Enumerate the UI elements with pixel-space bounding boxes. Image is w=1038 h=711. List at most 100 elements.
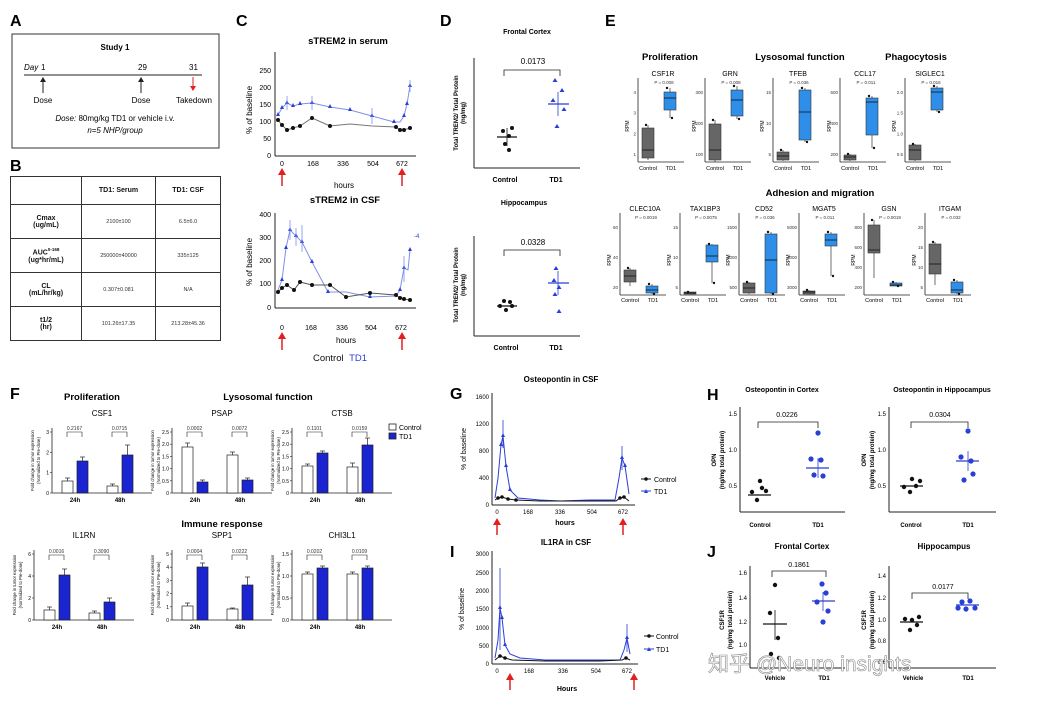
j-hc-pvalue: 0.0177 (932, 584, 954, 591)
pk-header-csf: TD1: CSF (155, 176, 221, 205)
e-ytick: 10 (918, 265, 924, 270)
g-xtick: 336 (555, 510, 566, 516)
f-pvalue-48h: 0.0072 (232, 426, 248, 432)
f-bar-td1 (196, 481, 209, 494)
e-ytick: 60 (613, 225, 619, 230)
f-bar-control (181, 446, 194, 494)
e-ytick: 3 (633, 111, 636, 116)
day-1: 1 (41, 63, 46, 72)
f-ylabel: Fold change in tumor expression (270, 429, 275, 490)
e-box-td1 (798, 89, 812, 141)
c-csf-ytick: 0 (267, 305, 271, 312)
h-hippo-ytick: 0.5 (878, 484, 887, 490)
c-csf-ytick: 200 (259, 258, 271, 265)
c-serum-ytick: 150 (259, 102, 271, 109)
i-legend-control: Control (656, 634, 679, 641)
c-csf-ytick: 300 (259, 235, 271, 242)
panel-letter-a: A (10, 13, 22, 30)
f-xcat-24h: 24h (52, 625, 63, 631)
f-bar-control (346, 466, 359, 494)
e-box-td1 (730, 89, 744, 117)
e-xcat-td1: TD1 (868, 166, 878, 172)
j-hc-ytick: 1.0 (878, 618, 887, 624)
j-hc-ytick: 1.4 (878, 574, 887, 580)
i-td1-series (494, 568, 631, 661)
c-serum-xtick: 672 (396, 161, 408, 168)
day-31: 31 (189, 63, 198, 72)
pk-cell: 2100±100 (80, 204, 157, 239)
e-box-td1 (663, 91, 677, 111)
f-ytick: 0 (286, 491, 289, 497)
f-ylabel: Fold change in tumor expression (150, 429, 155, 490)
f-bar-td1 (361, 444, 374, 494)
e-ytick: 200 (695, 121, 703, 126)
e-box-control (641, 127, 655, 159)
d-fc-title: Frontal Cortex (503, 29, 551, 36)
f-bar-control (106, 485, 119, 494)
j-fc-ytick: 1.4 (739, 596, 748, 602)
g-xtick: 0 (495, 510, 499, 516)
c-csf-xtick: 0 (280, 325, 284, 332)
e-ytick: 15 (766, 90, 772, 95)
f-bar-control (43, 609, 56, 621)
f-xcat-24h: 24h (190, 625, 201, 631)
e-xcat-control: Control (681, 298, 699, 304)
f-chart-psap: PSAP 2.5 2.0 1.5 1.0 0.5 0 Fold change in tumor… (150, 409, 272, 504)
chart-h-cortex: Osteopontin in Cortex 0.5 1.0 1.5 OPN (n… (712, 387, 845, 529)
e-gene-name: TAX1BP3 (690, 206, 720, 213)
j-hc-ylabel2: (ng/mg total protein) (870, 591, 876, 649)
f-ytick: 3 (46, 430, 49, 436)
g-ytick: 1600 (476, 395, 490, 401)
h-cortex-xcat-control: Control (749, 523, 771, 529)
f-pvalue-48h: 0.0222 (232, 549, 248, 555)
e-ytick: 5 (768, 152, 771, 157)
e-ytick: 20 (613, 285, 619, 290)
f-xcat-24h: 24h (190, 498, 201, 504)
g-control-series (494, 495, 630, 502)
e-ytick: 2.0 (897, 90, 904, 95)
f-legend-td1: TD1 (399, 434, 412, 441)
chart-c-csf: sTREM2 in CSF 0 100 200 300 400 % of bas… (245, 195, 420, 364)
event-takedown: Takedown (176, 96, 212, 105)
f-bar-control (226, 454, 239, 494)
e-xcat-control: Control (906, 166, 924, 172)
c-serum-xlabel: hours (334, 181, 354, 190)
f-ylabel: Fold change in tumor expression (150, 554, 155, 615)
e-xcat-control: Control (865, 298, 883, 304)
c-serum-ytick: 0 (267, 153, 271, 160)
e-ytick: 10 (766, 121, 772, 126)
f-bar-control (181, 605, 194, 621)
e-xcat-control: Control (774, 166, 792, 172)
j-hc-xcat-vehicle: Vehicle (903, 676, 924, 682)
e-ytick: 1000 (727, 255, 738, 260)
c-csf-xtick: 504 (365, 325, 377, 332)
i-xtick: 504 (591, 669, 602, 675)
j-hc-ytick: 1.2 (878, 596, 887, 602)
pk-row-name: CL (41, 282, 51, 290)
f-xcat-48h: 48h (235, 625, 246, 631)
e-ylabel: RPM (607, 254, 613, 265)
j-fc-control-points (763, 582, 787, 661)
e-boxplot-ccl17: CCL17 P = 0.011 RPM 600 400 200 Control TD1 (827, 71, 886, 172)
f-ytick: 2.5 (162, 430, 169, 436)
g-ytick: 400 (479, 476, 490, 482)
f-xcat-24h: 24h (70, 498, 81, 504)
e-boxplot-mgat5: MGAT5 P = 0.011 RPM 5000 4000 3000 Control TD1 (786, 206, 845, 304)
day-label: Day (24, 63, 39, 72)
e-ytick: 10 (673, 255, 679, 260)
e-ylabel: RPM (625, 120, 631, 131)
e-xcat-td1: TD1 (767, 298, 777, 304)
e-group-proliferation: Proliferation (642, 52, 698, 63)
f-pvalue-24h: 0.0202 (307, 549, 323, 555)
f-bar-control (346, 573, 359, 621)
i-xtick: 168 (524, 669, 535, 675)
e-box-td1 (950, 281, 964, 294)
e-ylabel: RPM (912, 254, 918, 265)
j-hc-control-points (900, 614, 923, 633)
e-xcat-td1: TD1 (953, 298, 963, 304)
panel-letter-b: B (10, 158, 22, 175)
f-ytick: 1.5 (282, 552, 289, 558)
e-pvalue: P = 0.016 (921, 80, 941, 85)
j-hc-xcat-td1: TD1 (962, 676, 974, 682)
